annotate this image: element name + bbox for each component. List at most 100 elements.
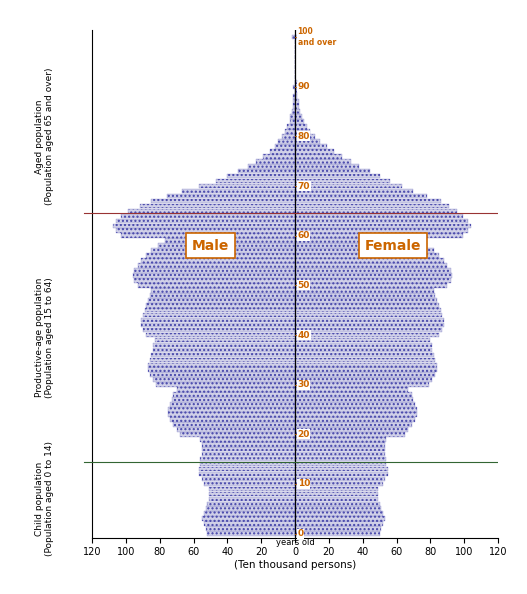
Bar [295, 362, 437, 367]
Bar [290, 119, 295, 124]
Text: 90: 90 [298, 83, 310, 91]
Bar [295, 472, 388, 476]
Bar [295, 139, 320, 144]
Bar [295, 377, 432, 382]
Bar [294, 84, 295, 89]
Bar [295, 184, 402, 188]
Bar [202, 447, 295, 451]
Bar [295, 219, 467, 223]
Bar [200, 462, 295, 466]
Bar [295, 467, 388, 472]
Bar [295, 387, 408, 392]
Bar [216, 179, 295, 184]
Bar [263, 154, 295, 159]
Text: 10: 10 [298, 479, 310, 488]
Bar [167, 194, 295, 198]
Bar [295, 333, 439, 337]
Bar [295, 338, 431, 342]
Bar [295, 268, 451, 273]
Bar [295, 427, 408, 432]
Bar [153, 343, 295, 347]
Bar [153, 377, 295, 382]
Bar [199, 184, 295, 188]
Bar [295, 114, 302, 119]
Bar [204, 511, 295, 516]
Bar [177, 387, 295, 392]
Bar [295, 501, 379, 506]
Bar [295, 258, 444, 263]
Bar [295, 293, 435, 298]
Bar [295, 516, 385, 521]
Bar [202, 452, 295, 456]
Text: 100
and over: 100 and over [298, 27, 336, 47]
Bar [295, 412, 417, 417]
Bar [295, 248, 434, 253]
Bar [295, 144, 327, 148]
Bar [295, 328, 442, 332]
Bar [170, 402, 295, 407]
Bar [170, 417, 295, 422]
Bar [295, 238, 420, 243]
Bar [151, 288, 295, 293]
Text: years old: years old [276, 538, 315, 547]
Bar [295, 253, 439, 258]
Bar [151, 248, 295, 253]
Bar [295, 422, 412, 426]
Bar [295, 35, 300, 39]
Bar [138, 283, 295, 287]
Bar [143, 328, 295, 332]
Bar [295, 531, 379, 536]
Bar [180, 432, 295, 437]
Bar [295, 278, 451, 283]
Bar [295, 318, 444, 323]
Bar [112, 223, 295, 228]
Bar [199, 467, 295, 472]
Bar [143, 313, 295, 317]
Text: Male: Male [192, 239, 229, 252]
Bar [295, 462, 386, 466]
Bar [155, 338, 295, 342]
Bar [295, 263, 447, 268]
Bar [150, 372, 295, 377]
Bar [202, 442, 295, 447]
Bar [295, 179, 390, 184]
Text: 0: 0 [298, 529, 304, 538]
Bar [295, 442, 385, 447]
Bar [202, 516, 295, 521]
Bar [285, 129, 295, 134]
Bar [295, 159, 351, 163]
Bar [206, 507, 295, 511]
X-axis label: (Ten thousand persons): (Ten thousand persons) [234, 560, 356, 570]
Bar [295, 99, 298, 104]
Bar [295, 94, 297, 99]
Bar [278, 139, 295, 144]
Bar [173, 392, 295, 397]
Bar [144, 308, 295, 312]
Bar [281, 134, 295, 139]
Bar [294, 94, 295, 99]
Text: 60: 60 [298, 231, 310, 240]
Bar [141, 318, 295, 323]
Text: 30: 30 [298, 380, 310, 389]
Bar [295, 457, 386, 462]
Bar [148, 368, 295, 372]
Bar [200, 457, 295, 462]
Bar [295, 149, 334, 154]
Bar [295, 343, 432, 347]
Bar [138, 263, 295, 268]
Bar [295, 119, 304, 124]
Bar [147, 333, 295, 337]
Bar [295, 417, 415, 422]
Bar [287, 124, 295, 129]
Bar [295, 273, 452, 278]
Bar [295, 154, 343, 159]
Bar [256, 159, 295, 163]
Bar [204, 522, 295, 526]
Text: 50: 50 [298, 281, 310, 290]
Bar [151, 353, 295, 357]
Bar [295, 372, 435, 377]
Bar [121, 233, 295, 238]
Bar [128, 208, 295, 213]
Bar [295, 477, 385, 481]
Bar [295, 198, 441, 203]
